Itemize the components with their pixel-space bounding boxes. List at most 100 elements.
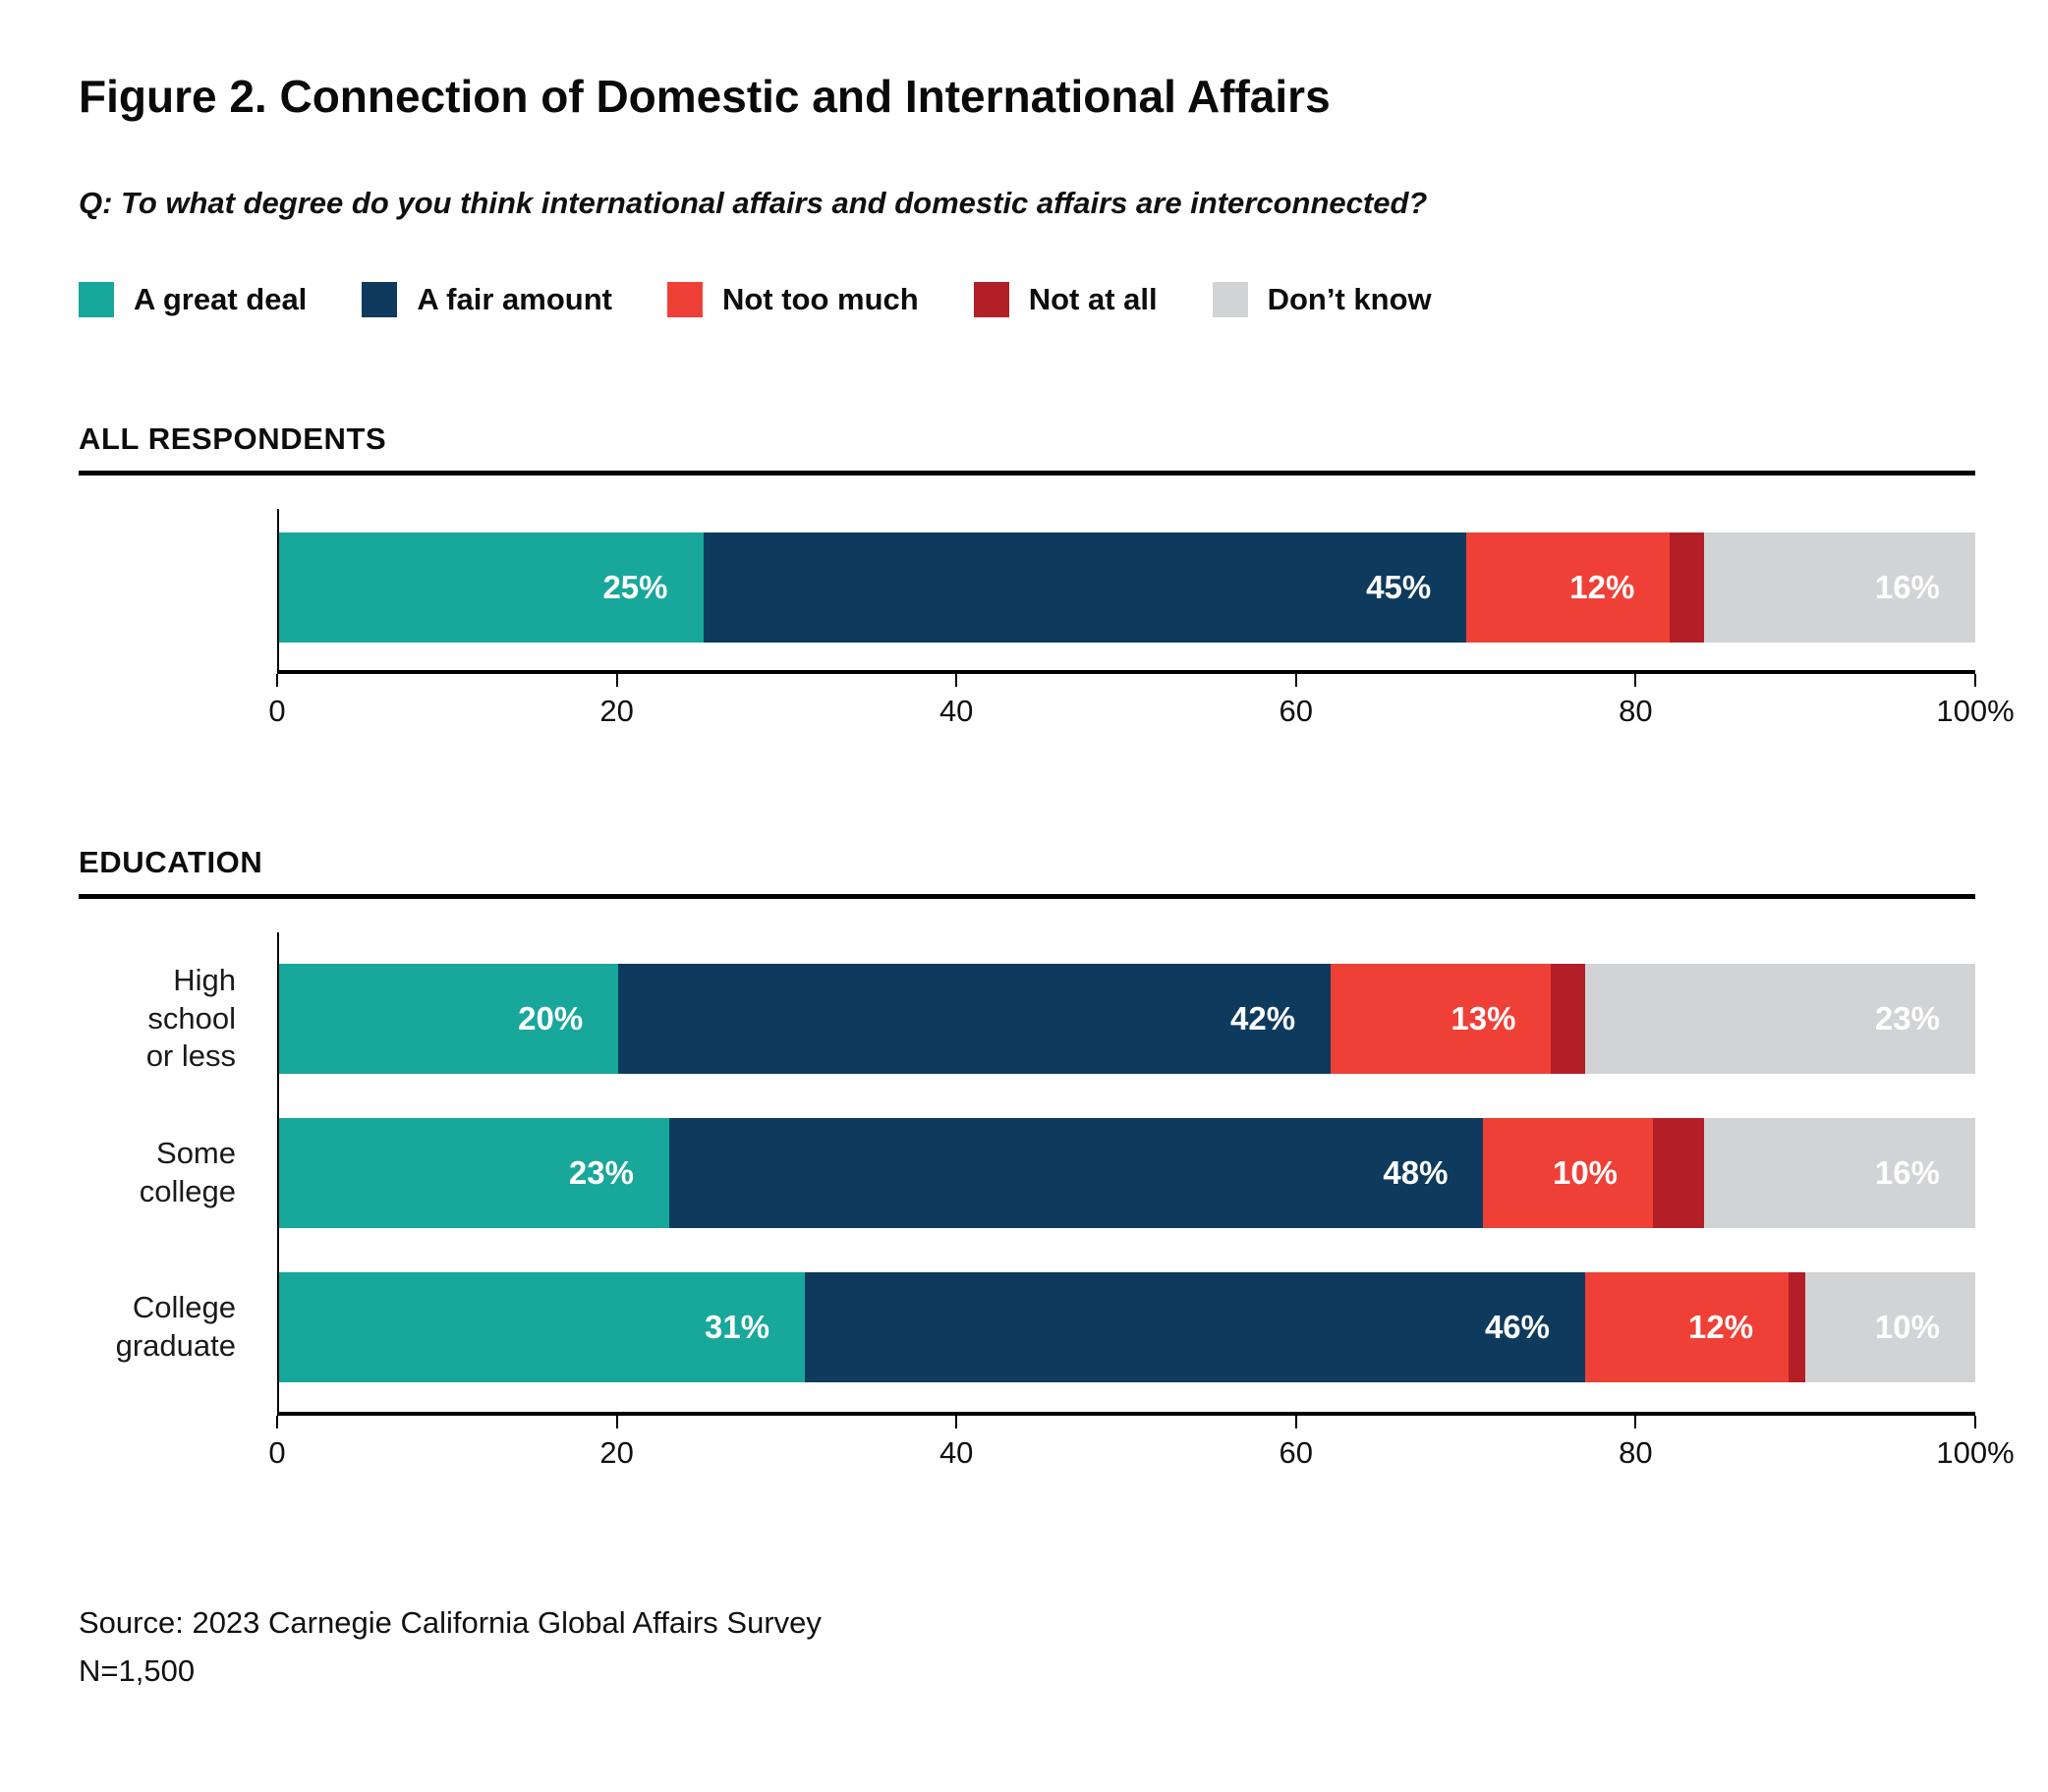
bar-segment-label: 12% (1688, 1308, 1754, 1345)
legend-swatch (1212, 281, 1248, 317)
bar-segment: 46% (805, 1271, 1585, 1382)
legend-item: Don’t know (1212, 281, 1432, 317)
sample-size: N=1,500 (79, 1653, 196, 1689)
section-all-respondents: ALL RESPONDENTS (79, 421, 1975, 476)
axis-tick (955, 673, 958, 687)
legend-label: Not at all (1028, 281, 1158, 316)
section-education: EDUCATION (79, 845, 1975, 899)
category-labels: High school or less Some college College gra… (79, 932, 277, 1412)
legend-swatch (973, 281, 1009, 317)
x-axis: 0 20 40 60 80 100% (268, 1411, 2015, 1483)
bar-row: 20% 42% 13% 23% (279, 963, 1975, 1074)
axis-tick (276, 673, 278, 687)
bar-segment (1789, 1271, 1806, 1382)
section-title: EDUCATION (79, 844, 263, 879)
axis-tick-label: 60 (1279, 693, 1314, 728)
bar-row: 23% 48% 10% 16% (279, 1117, 1975, 1228)
section-title: ALL RESPONDENTS (79, 420, 387, 456)
axis-tick (955, 1415, 958, 1428)
bar-segment: 12% (1585, 1271, 1790, 1382)
bar-segment-label: 20% (518, 999, 584, 1036)
bar-segment: 10% (1483, 1117, 1654, 1228)
source-line: Source: 2023 Carnegie California Global … (79, 1604, 822, 1640)
axis-tick (1974, 1415, 1976, 1428)
bar-segment: 20% (279, 963, 619, 1074)
legend-label: A fair amount (417, 281, 612, 316)
bar-segment: 45% (703, 532, 1467, 643)
legend-item: A fair amount (362, 281, 612, 317)
bar-segment: 16% (1703, 532, 1975, 643)
bar-segment: 16% (1703, 1117, 1975, 1228)
figure-content: Figure 2. Connection of Domestic and Int… (79, 71, 2015, 1696)
survey-question: Q: To what degree do you think internati… (79, 185, 1428, 220)
axis-tick (615, 673, 618, 687)
axis-tick-label: 0 (268, 693, 286, 728)
bar-row: 25% 45% 12% 16% (279, 532, 1975, 643)
axis-tick (1634, 673, 1637, 687)
source-note: Source: 2023 Carnegie California Global … (79, 1598, 1975, 1696)
bar-segment-label: 23% (1874, 999, 1940, 1036)
legend-swatch (362, 281, 398, 317)
legend-swatch (666, 281, 703, 317)
category-label: College graduate (115, 1290, 236, 1363)
bar-segment-label: 10% (1874, 1308, 1940, 1345)
x-axis-line (277, 669, 1975, 674)
bar-segment: 48% (668, 1117, 1484, 1228)
axis-tick (1974, 673, 1976, 687)
axis-tick (1634, 1415, 1637, 1428)
axis-tick-label: 40 (939, 693, 974, 728)
legend-item: A great deal (79, 281, 308, 317)
bar-segment-label: 48% (1383, 1153, 1449, 1191)
axis-tick-label: 60 (1279, 1434, 1314, 1470)
axis-tick (615, 1415, 618, 1428)
bar-segment-label: 23% (568, 1153, 634, 1191)
section-rule (79, 470, 1975, 476)
bar-row: 31% 46% 12% 10% (279, 1271, 1975, 1382)
axis-tick-label: 20 (599, 1434, 634, 1470)
bar-segment: 42% (618, 963, 1332, 1074)
legend: A great deal A fair amount Not too much Not… (79, 281, 1975, 317)
chart-education: High school or less Some college College gra… (79, 931, 2015, 1483)
axis-tick-label: 100% (1936, 1434, 2015, 1470)
section-rule (79, 893, 1975, 899)
bar-segment-label: 45% (1366, 568, 1432, 605)
chart-body: High school or less Some college College gra… (79, 931, 1975, 1412)
bar-segment-label: 10% (1552, 1153, 1619, 1191)
legend-label: Don’t know (1267, 281, 1432, 316)
axis-tick (276, 1415, 278, 1428)
legend-label: A great deal (134, 281, 308, 316)
category-label: Some college (139, 1136, 236, 1208)
bar-segment-label: 42% (1230, 999, 1296, 1036)
axis-tick-label: 100% (1936, 693, 2015, 728)
x-axis: 0 20 40 60 80 100% (268, 669, 2015, 741)
bar-segment: 10% (1805, 1271, 1975, 1382)
x-axis-line (277, 1411, 1975, 1416)
legend-item: Not too much (666, 281, 919, 317)
bar-segment-label: 31% (704, 1308, 770, 1345)
legend-swatch (79, 281, 114, 317)
chart-body: 25% 45% 12% 16% (79, 508, 1975, 670)
bar-segment: 31% (279, 1271, 806, 1382)
axis-tick-label: 20 (599, 693, 634, 728)
category-label (79, 532, 277, 643)
plot-area: 20% 42% 13% 23% 23% 48% 10% 16% 31% 46% 12% 10% (277, 931, 1975, 1412)
bar-segment: 12% (1466, 532, 1671, 643)
legend-label: Not too much (721, 281, 919, 316)
axis-tick-label: 80 (1619, 1434, 1653, 1470)
bar-segment-label: 16% (1874, 1153, 1940, 1191)
bar-segment: 13% (1331, 963, 1552, 1074)
bar-segment-label: 12% (1569, 568, 1635, 605)
axis-tick-label: 0 (268, 1434, 286, 1470)
bar-segment (1670, 532, 1704, 643)
bar-segment-label: 46% (1484, 1308, 1550, 1345)
bar-segment: 23% (279, 1117, 669, 1228)
plot-area: 25% 45% 12% 16% (277, 508, 1975, 670)
bar-segment: 25% (279, 532, 704, 643)
bar-segment (1653, 1117, 1704, 1228)
axis-tick (1294, 1415, 1297, 1428)
bar-segment-label: 25% (602, 568, 668, 605)
axis-tick-label: 40 (939, 1434, 974, 1470)
legend-item: Not at all (973, 281, 1158, 317)
bar-segment-label: 16% (1874, 568, 1940, 605)
